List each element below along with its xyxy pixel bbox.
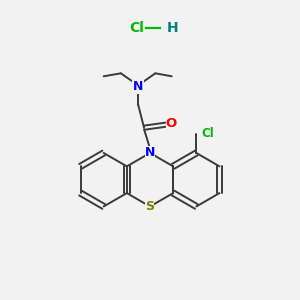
Text: H: H — [166, 21, 178, 35]
Text: N: N — [133, 80, 143, 93]
Text: S: S — [146, 200, 154, 213]
Text: O: O — [166, 117, 177, 130]
Text: Cl: Cl — [202, 127, 214, 140]
Text: N: N — [145, 146, 155, 160]
Text: Cl: Cl — [129, 21, 144, 35]
